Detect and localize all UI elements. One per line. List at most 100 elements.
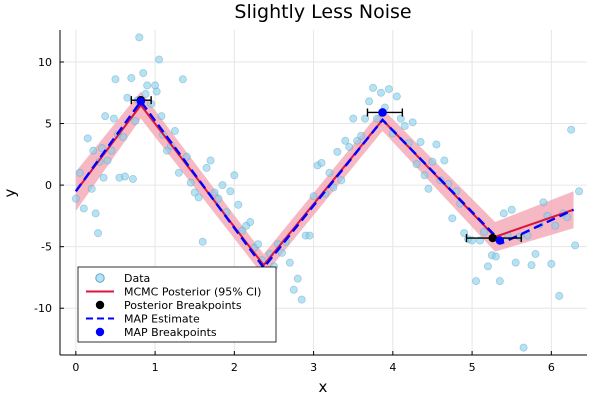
data-point bbox=[495, 277, 504, 286]
legend-box bbox=[77, 266, 277, 343]
map-breakpoint bbox=[378, 108, 387, 117]
y-tick-label: -5 bbox=[41, 241, 52, 254]
legend-marker bbox=[95, 300, 105, 310]
data-point bbox=[182, 152, 191, 161]
data-point bbox=[424, 184, 433, 193]
data-point bbox=[128, 174, 137, 183]
data-point bbox=[111, 75, 120, 84]
data-point bbox=[329, 183, 338, 192]
data-point bbox=[309, 192, 318, 201]
data-point bbox=[420, 171, 429, 180]
data-point bbox=[155, 55, 164, 64]
data-point bbox=[305, 231, 314, 240]
data-point bbox=[511, 258, 520, 267]
data-point bbox=[131, 117, 140, 126]
data-point bbox=[551, 221, 560, 230]
y-tick-label: 10 bbox=[38, 56, 52, 69]
data-point bbox=[448, 214, 457, 223]
data-point bbox=[99, 173, 108, 182]
legend-label: Posterior Breakpoints bbox=[124, 299, 242, 312]
data-point bbox=[325, 168, 334, 177]
data-point bbox=[507, 205, 516, 214]
data-point bbox=[234, 200, 243, 209]
chart-title: Slightly Less Noise bbox=[234, 1, 411, 23]
data-point bbox=[539, 198, 548, 207]
x-tick-label: 0 bbox=[72, 361, 79, 374]
data-point bbox=[198, 237, 207, 246]
data-point bbox=[101, 112, 110, 121]
data-point bbox=[472, 277, 481, 286]
data-point bbox=[206, 156, 215, 165]
data-point bbox=[202, 163, 211, 172]
data-point bbox=[571, 241, 580, 250]
legend-label: Data bbox=[124, 272, 150, 285]
data-point bbox=[285, 258, 294, 267]
x-tick-label: 1 bbox=[152, 361, 159, 374]
data-point bbox=[103, 156, 112, 165]
data-point bbox=[499, 209, 508, 218]
data-point bbox=[152, 87, 161, 96]
data-point bbox=[416, 138, 425, 147]
data-point bbox=[226, 187, 235, 196]
legend-label: MCMC Posterior (95% CI) bbox=[124, 286, 261, 299]
x-tick-label: 5 bbox=[469, 361, 476, 374]
data-point bbox=[297, 295, 306, 304]
map-breakpoint bbox=[136, 97, 146, 106]
data-point bbox=[79, 204, 88, 213]
data-point bbox=[369, 83, 378, 92]
data-point bbox=[218, 181, 227, 190]
data-point bbox=[186, 178, 195, 187]
data-point bbox=[127, 74, 136, 83]
data-point bbox=[440, 156, 449, 165]
data-point bbox=[178, 75, 187, 84]
data-point bbox=[94, 229, 103, 238]
data-point bbox=[396, 114, 405, 123]
legend-marker bbox=[95, 327, 105, 337]
data-point bbox=[491, 252, 500, 261]
data-point bbox=[349, 114, 358, 123]
data-point bbox=[519, 343, 528, 352]
data-point bbox=[120, 172, 129, 181]
data-point bbox=[139, 69, 148, 78]
data-point bbox=[432, 140, 441, 149]
data-point bbox=[246, 218, 255, 227]
data-point bbox=[210, 188, 219, 197]
x-tick-label: 4 bbox=[389, 361, 396, 374]
y-tick-label: 5 bbox=[45, 118, 52, 131]
data-point bbox=[392, 92, 401, 101]
data-point bbox=[527, 261, 536, 270]
data-point bbox=[333, 147, 342, 156]
data-point bbox=[89, 146, 98, 155]
data-point bbox=[341, 136, 350, 145]
data-point bbox=[194, 193, 203, 202]
y-tick-label: 0 bbox=[45, 179, 52, 192]
posterior-ci-band bbox=[75, 91, 574, 277]
data-point bbox=[361, 114, 370, 123]
data-point bbox=[293, 274, 302, 283]
legend-label: MAP Breakpoints bbox=[124, 326, 217, 339]
data-point bbox=[141, 90, 150, 99]
data-point bbox=[289, 285, 298, 294]
data-point bbox=[531, 250, 540, 259]
data-point bbox=[400, 122, 409, 131]
data-point bbox=[365, 97, 374, 106]
data-point bbox=[230, 171, 239, 180]
data-point bbox=[408, 118, 417, 127]
data-point bbox=[254, 240, 263, 249]
data-point bbox=[107, 146, 116, 155]
data-point bbox=[214, 194, 223, 203]
data-point bbox=[170, 126, 179, 135]
data-point bbox=[109, 114, 118, 123]
data-point bbox=[567, 125, 576, 134]
data-point bbox=[372, 114, 381, 123]
data-point bbox=[376, 88, 385, 97]
x-tick-label: 2 bbox=[231, 361, 238, 374]
data-point bbox=[479, 227, 488, 236]
data-point bbox=[135, 33, 144, 42]
plot-area bbox=[71, 33, 584, 352]
legend-label: MAP Estimate bbox=[124, 313, 200, 326]
data-point bbox=[555, 291, 564, 300]
